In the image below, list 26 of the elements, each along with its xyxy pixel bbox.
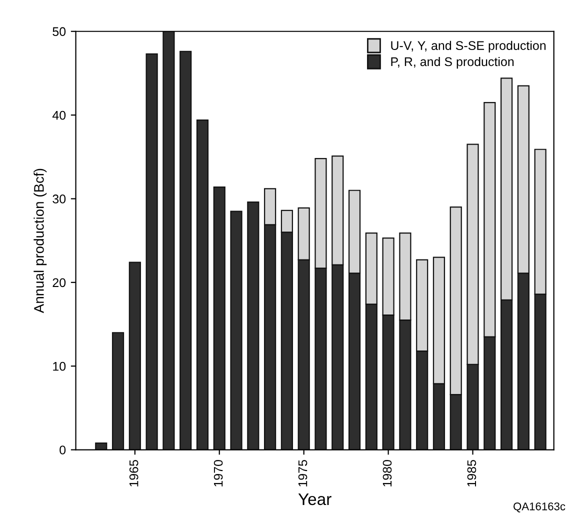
x-tick-label: 1985: [467, 460, 476, 486]
legend-label: P, R, and S production: [391, 56, 514, 69]
bar: [95, 442, 108, 450]
text: QA16163c: [514, 502, 566, 512]
y-tick-label: 30: [52, 194, 66, 204]
bar: [146, 53, 158, 450]
bar: [180, 50, 192, 450]
y-tick-label: 0: [60, 446, 66, 454]
legend-label: U-V, Y, and S-SE production: [391, 40, 546, 52]
bar: [162, 31, 175, 450]
x-axis-title: Year: [298, 493, 332, 506]
bar: [196, 120, 209, 450]
y-tick-label: 20: [52, 278, 66, 288]
x-tick-label: 1975: [298, 460, 308, 486]
bar: [128, 262, 141, 450]
bar: [247, 202, 260, 450]
y-tick-label: 50: [52, 27, 66, 36]
y-tick-label: 40: [52, 110, 66, 120]
y-tick-label: 10: [53, 362, 66, 371]
bar: [230, 210, 242, 450]
x-tick-label: 1970: [214, 460, 223, 486]
bar: [112, 332, 124, 450]
y-axis-title: Annual production (Bcf): [34, 168, 47, 314]
bar: [213, 186, 226, 450]
x-tick-label: 1965: [129, 460, 138, 486]
x-tick-label: 1980: [382, 460, 392, 486]
